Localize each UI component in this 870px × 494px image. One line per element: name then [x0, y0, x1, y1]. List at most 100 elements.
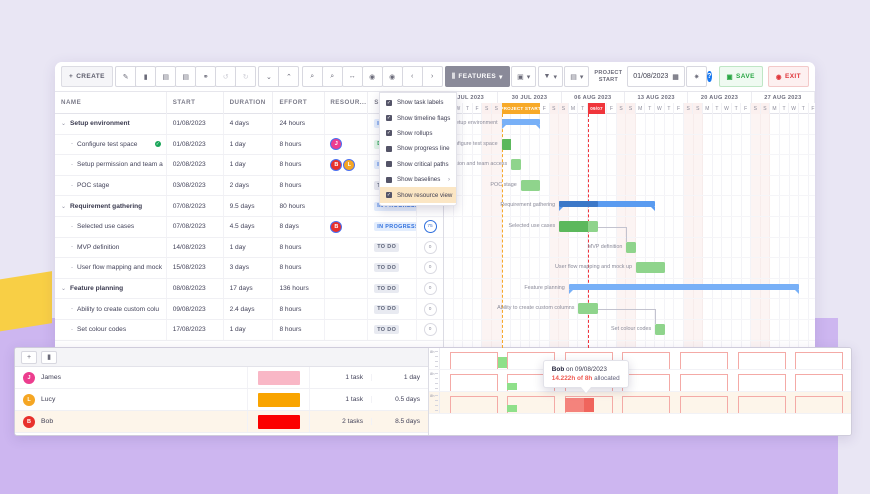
zoom-out-button[interactable]: ⌕	[321, 66, 343, 87]
table-row[interactable]: - Ability to create custom colu 09/08/2023…	[55, 299, 443, 320]
cell-duration[interactable]: 9.5 days	[224, 196, 274, 216]
outdent-task-button[interactable]: ▤	[175, 66, 197, 87]
column-header-resources[interactable]: RESOUR...	[325, 91, 369, 114]
checkbox-icon[interactable]	[386, 176, 392, 183]
resource-name-cell[interactable]: L Lucy	[15, 389, 248, 410]
timeline-flag-start[interactable]: PROJECT START	[501, 103, 540, 114]
gantt-task-bar[interactable]	[636, 262, 665, 274]
filter-dropdown-button[interactable]: ▼ ▾	[537, 66, 563, 87]
cell-resources[interactable]: J	[325, 134, 369, 155]
chevron-down-icon[interactable]: ⌄	[61, 203, 67, 210]
resource-row[interactable]: J James 1 task 1 day	[15, 367, 428, 389]
resource-colour-cell[interactable]	[248, 367, 310, 388]
cell-resources[interactable]	[325, 196, 369, 216]
cell-effort[interactable]: 8 hours	[273, 299, 326, 319]
histogram-row[interactable]: 8h	[429, 348, 851, 370]
colour-swatch[interactable]	[257, 392, 300, 407]
cell-progress[interactable]: 0	[417, 238, 443, 258]
cell-start[interactable]: 07/08/2023	[167, 196, 224, 216]
create-task-button[interactable]: + CREATE	[61, 66, 113, 87]
histogram-bar[interactable]	[507, 383, 517, 390]
features-dropdown-menu[interactable]: ✓ Show task labels ✓ Show timeline flags ✓ Sh…	[379, 92, 457, 206]
resource-histogram[interactable]: 8h 8h 8h Bob on 09/08/2023 14.222h of 8h a…	[429, 348, 851, 435]
table-row[interactable]: ⌄ Requirement gathering 07/08/2023 9.5 days…	[55, 196, 443, 217]
cell-effort[interactable]: 8 hours	[273, 134, 326, 155]
table-row[interactable]: - Setup permission and team a 02/08/2023 1 …	[55, 155, 443, 176]
collapse-all-button[interactable]: ⌃	[278, 66, 300, 87]
cell-duration[interactable]: 1 day	[224, 155, 274, 175]
table-row[interactable]: - MVP definition 14/08/2023 1 day 8 hours TO …	[55, 237, 443, 259]
cell-duration[interactable]: 3 days	[224, 258, 274, 278]
cell-effort[interactable]: 24 hours	[273, 114, 326, 134]
menu-item-show-critical-paths[interactable]: Show critical paths	[380, 157, 456, 172]
cell-effort[interactable]: 136 hours	[273, 278, 326, 299]
column-header-duration[interactable]: DURATION	[224, 91, 274, 114]
delete-task-button[interactable]: ▮	[135, 66, 157, 87]
checkbox-icon[interactable]: ✓	[386, 130, 392, 137]
cell-resources[interactable]: B	[325, 216, 369, 237]
exit-button[interactable]: ◉ EXIT	[767, 66, 810, 87]
cell-status[interactable]: TO DO	[368, 299, 418, 319]
cell-status[interactable]: TO DO	[368, 258, 418, 278]
add-resource-button[interactable]: +	[21, 350, 37, 364]
settings-button[interactable]: ✷	[686, 66, 708, 87]
cell-duration[interactable]: 4 days	[224, 114, 274, 134]
cell-effort[interactable]: 80 hours	[273, 196, 326, 216]
cell-name[interactable]: - MVP definition	[55, 237, 167, 258]
gantt-task-bar[interactable]	[520, 179, 540, 191]
cell-name[interactable]: - Configure test space ✓	[55, 134, 167, 155]
cell-effort[interactable]: 8 hours	[273, 258, 326, 278]
next-period-button[interactable]: ◉	[381, 66, 403, 87]
cell-name[interactable]: ⌄ Feature planning	[55, 278, 167, 299]
columns-dropdown-button[interactable]: ▣ ▾	[511, 66, 537, 87]
cell-start[interactable]: 02/08/2023	[167, 155, 224, 175]
calendar-icon[interactable]: ▦	[672, 73, 679, 81]
gantt-task-bar[interactable]	[655, 324, 665, 335]
cell-duration[interactable]: 2.4 days	[224, 299, 274, 319]
cell-duration[interactable]: 1 day	[224, 319, 274, 340]
cell-progress[interactable]: 0	[417, 320, 443, 340]
cell-duration[interactable]: 17 days	[224, 278, 274, 299]
cell-name[interactable]: - Selected use cases	[55, 216, 167, 237]
cell-name[interactable]: - Set colour codes	[55, 319, 167, 340]
zoom-in-button[interactable]: ⌕	[301, 66, 323, 87]
cell-resources[interactable]	[325, 114, 369, 134]
cell-effort[interactable]: 8 hours	[273, 237, 326, 258]
table-row[interactable]: ⌄ Feature planning 08/08/2023 17 days 136 ho…	[55, 278, 443, 300]
gantt-task-bar[interactable]	[559, 221, 598, 232]
undo-button[interactable]: ↺	[215, 66, 237, 87]
project-start-date-input[interactable]: 01/08/2023 ▦	[627, 66, 685, 87]
checkbox-icon[interactable]	[386, 145, 392, 152]
cell-status[interactable]: TO DO	[368, 278, 418, 299]
checkbox-icon[interactable]: ✓	[386, 115, 392, 122]
avatar[interactable]: L	[343, 158, 356, 171]
cell-progress[interactable]: 0	[417, 299, 443, 319]
avatar[interactable]: J	[330, 138, 343, 151]
scroll-prev-button[interactable]: ‹	[401, 66, 423, 87]
gantt-summary-bar[interactable]	[568, 283, 800, 290]
resource-name-cell[interactable]: B Bob	[15, 411, 248, 432]
delete-resource-button[interactable]: ▮	[41, 350, 57, 364]
menu-item-show-timeline-flags[interactable]: ✓ Show timeline flags	[380, 110, 456, 125]
column-header-effort[interactable]: EFFORT	[273, 91, 326, 114]
cell-name[interactable]: - User flow mapping and mock	[55, 258, 167, 278]
cell-status[interactable]: IN PROGRESS	[368, 196, 418, 216]
edit-task-button[interactable]: ✎	[115, 66, 137, 87]
colour-swatch[interactable]	[257, 414, 300, 429]
timeline-flag-today[interactable]: 09/07	[588, 103, 605, 114]
colour-swatch[interactable]	[257, 370, 300, 385]
histogram-bar[interactable]	[497, 357, 508, 368]
gantt-task-bar[interactable]	[501, 138, 512, 150]
resource-row[interactable]: B Bob 2 tasks 8.5 days	[15, 411, 428, 433]
redo-button[interactable]: ↻	[235, 66, 257, 87]
menu-item-show-progress-line[interactable]: Show progress line	[380, 141, 456, 156]
cell-effort[interactable]: 8 hours	[273, 319, 326, 340]
cell-resources[interactable]	[325, 237, 369, 258]
cell-start[interactable]: 17/08/2023	[167, 319, 224, 340]
cell-start[interactable]: 14/08/2023	[167, 237, 224, 258]
menu-item-show-baselines[interactable]: Show baselines ›	[380, 172, 456, 187]
checkbox-icon[interactable]: ✓	[386, 99, 392, 106]
cell-progress[interactable]: 0	[417, 279, 443, 299]
gantt-chart-body[interactable]: Setup environment Configure test space iss…	[444, 114, 815, 348]
cell-start[interactable]: 15/08/2023	[167, 258, 224, 278]
